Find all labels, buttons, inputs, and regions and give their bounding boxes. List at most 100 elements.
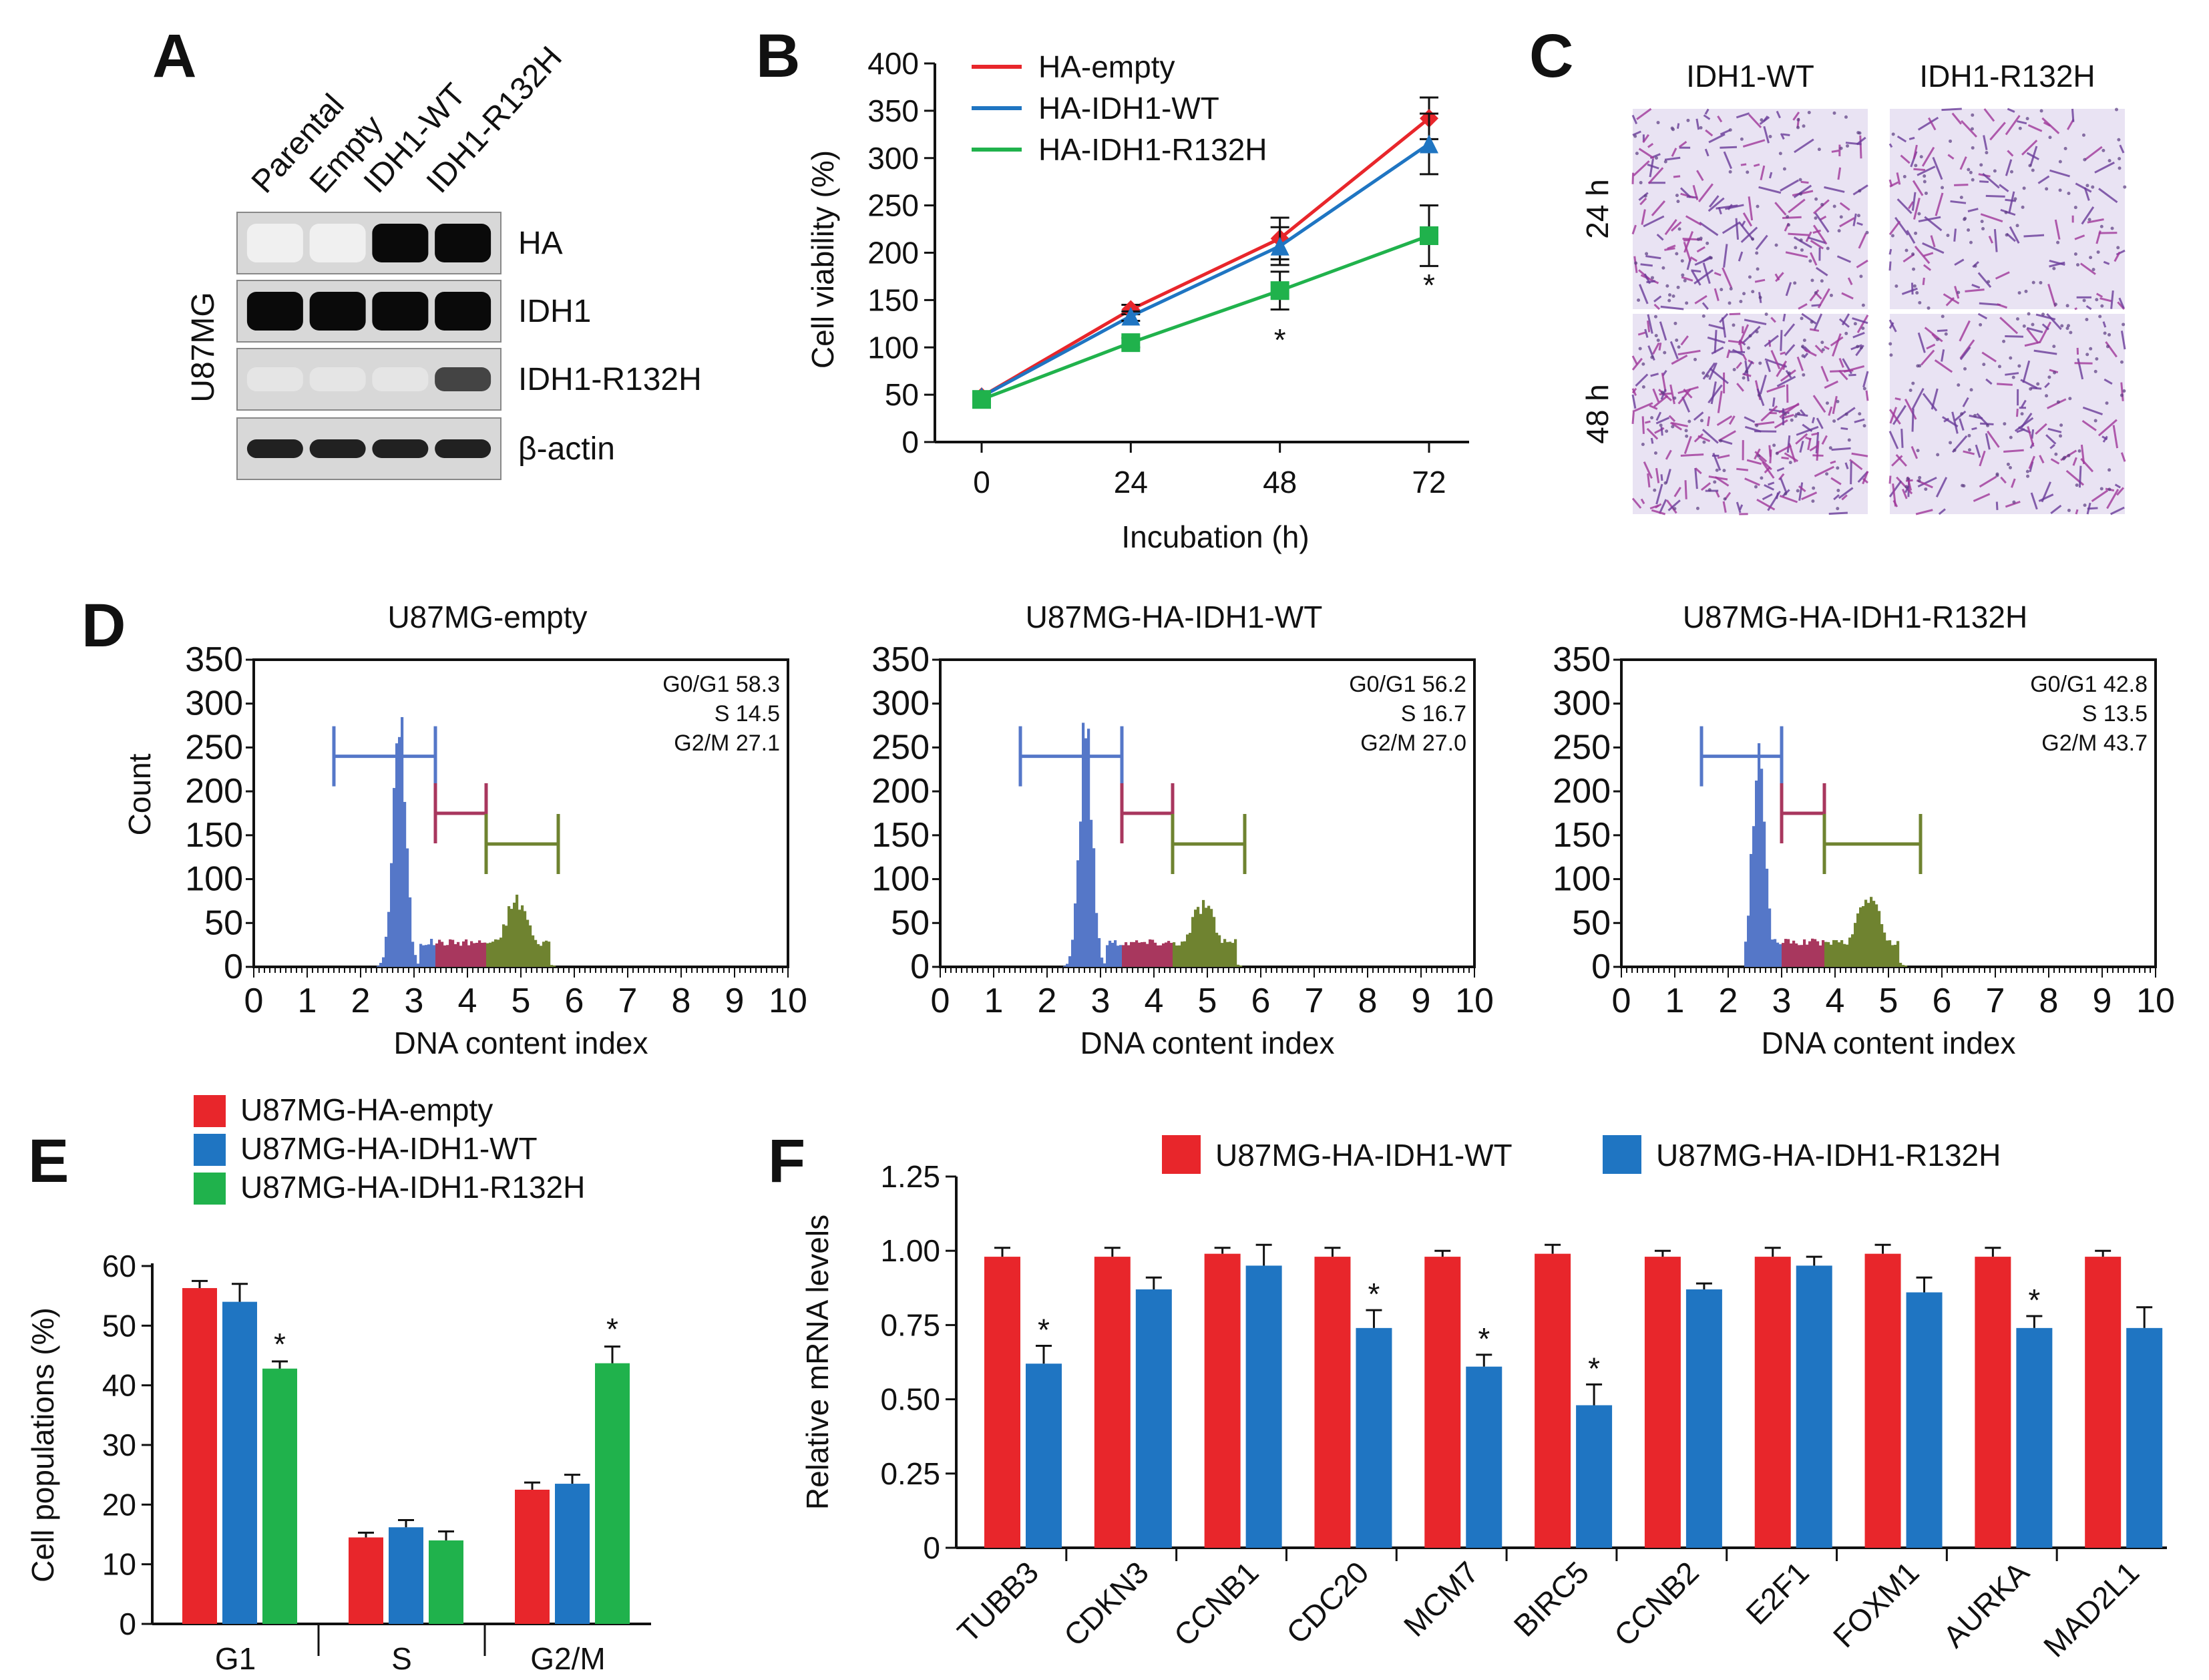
stain-cell bbox=[2097, 419, 2118, 437]
stain-cell bbox=[1920, 349, 1935, 366]
stain-cell bbox=[2118, 297, 2125, 309]
stain-dot bbox=[2093, 419, 2097, 423]
histogram-bin bbox=[1747, 915, 1750, 967]
stain-cell bbox=[1754, 451, 1768, 463]
bar bbox=[389, 1527, 423, 1624]
stain-dot bbox=[1808, 259, 1812, 263]
stain-dot bbox=[2056, 240, 2060, 244]
stain-dot bbox=[1981, 227, 1985, 231]
stain-cell bbox=[1718, 430, 1736, 442]
stain-cell bbox=[1938, 508, 1946, 515]
stain-cell bbox=[1997, 303, 2008, 309]
histogram-bin bbox=[1771, 939, 1774, 967]
stain-dot bbox=[2048, 136, 2052, 140]
histogram-bin bbox=[430, 939, 433, 967]
stain-cell bbox=[1841, 494, 1848, 501]
histogram-bin bbox=[550, 965, 554, 967]
y-tick-label: 10 bbox=[102, 1547, 136, 1582]
stain-cell bbox=[1697, 435, 1711, 443]
stain-dot bbox=[1699, 419, 1703, 423]
blot-band bbox=[246, 439, 303, 458]
stain-cell bbox=[1891, 455, 1903, 467]
stain-cell bbox=[1748, 196, 1754, 221]
histogram-bin bbox=[516, 894, 519, 967]
stain-dot bbox=[2025, 117, 2029, 121]
stain-dot bbox=[1957, 383, 1961, 387]
stain-cell bbox=[1664, 156, 1681, 161]
stain-cell bbox=[1669, 341, 1679, 360]
stain-dot bbox=[2009, 356, 2013, 360]
stain-cell bbox=[1718, 207, 1722, 215]
stain-dot bbox=[1888, 342, 1892, 346]
stain-cell bbox=[1850, 461, 1852, 485]
histogram-bin bbox=[1904, 965, 1908, 967]
y-tick-label: 0 bbox=[119, 1607, 136, 1641]
stain-cell bbox=[1798, 485, 1806, 493]
stain-cell bbox=[1702, 262, 1711, 284]
stain-cell bbox=[1856, 222, 1863, 226]
stain-cell bbox=[1765, 360, 1771, 373]
stain-cell bbox=[1802, 423, 1813, 432]
stain-cell bbox=[1640, 274, 1659, 284]
stain-dot bbox=[1918, 475, 1922, 479]
stain-dot bbox=[2095, 357, 2099, 361]
stain-cell bbox=[1684, 480, 1687, 499]
stain-cell bbox=[1677, 349, 1701, 356]
stain-cell bbox=[1744, 477, 1760, 486]
stain-dot bbox=[1684, 429, 1688, 433]
stain-cell bbox=[2047, 284, 2057, 307]
stain-cell bbox=[1816, 417, 1824, 429]
stain-cell bbox=[2078, 465, 2082, 488]
histogram-bin bbox=[1151, 939, 1155, 967]
stain-cell bbox=[1694, 467, 1702, 475]
stain-cell bbox=[1824, 345, 1830, 351]
stain-dot bbox=[2022, 324, 2026, 328]
stain-dot bbox=[1755, 251, 1759, 255]
stain-dot bbox=[1754, 485, 1758, 489]
stain-cell bbox=[1989, 122, 2006, 141]
stain-cell bbox=[1913, 198, 1921, 220]
y-axis-label: Relative mRNA levels bbox=[800, 1215, 835, 1510]
stain-dot bbox=[1654, 334, 1658, 338]
stain-cell bbox=[1779, 477, 1788, 493]
bar bbox=[595, 1363, 630, 1624]
stain-cell bbox=[2017, 120, 2027, 125]
stain-cell bbox=[1658, 499, 1667, 514]
stain-dot bbox=[2117, 138, 2121, 142]
stain-cell bbox=[1717, 454, 1730, 459]
histogram-bin bbox=[1207, 905, 1211, 967]
stain-dot bbox=[2053, 302, 2057, 306]
stain-dot bbox=[1923, 174, 1927, 178]
stain-dot bbox=[1790, 418, 1794, 422]
stain-dot bbox=[1949, 139, 1953, 143]
stain-cell bbox=[2114, 483, 2122, 489]
stain-cell bbox=[2075, 182, 2092, 193]
stain-cell bbox=[1637, 331, 1646, 336]
stain-dot bbox=[1801, 354, 1805, 358]
stain-cell bbox=[1814, 465, 1834, 477]
histogram-bin bbox=[406, 848, 409, 967]
stain-cell bbox=[1719, 312, 1729, 323]
stain-cell bbox=[2095, 292, 2103, 298]
histogram-bin bbox=[446, 945, 449, 967]
stain-cell bbox=[1904, 485, 1910, 493]
stain-cell bbox=[1888, 319, 1897, 333]
histogram-bin bbox=[1848, 937, 1852, 967]
data-point bbox=[1121, 333, 1141, 353]
stain-dot bbox=[2031, 168, 2035, 172]
stain-cell bbox=[1977, 312, 1988, 320]
stain-cell bbox=[1693, 433, 1704, 443]
stain-dot bbox=[1661, 391, 1665, 395]
stain-cell bbox=[1985, 433, 1991, 450]
histogram-bin bbox=[1125, 942, 1128, 967]
x-tick-label: 9 bbox=[1412, 982, 1431, 1020]
stain-dot bbox=[1799, 192, 1803, 196]
x-tick-label: 24 bbox=[1114, 465, 1148, 499]
x-tick-label: 3 bbox=[1091, 982, 1111, 1020]
stain-cell bbox=[1856, 136, 1866, 146]
histogram-bin bbox=[398, 737, 401, 967]
histogram-bin bbox=[1146, 943, 1149, 967]
phase-stat-2: G2/M 43.7 bbox=[2041, 730, 2148, 756]
x-tick-label: 3 bbox=[405, 982, 424, 1020]
